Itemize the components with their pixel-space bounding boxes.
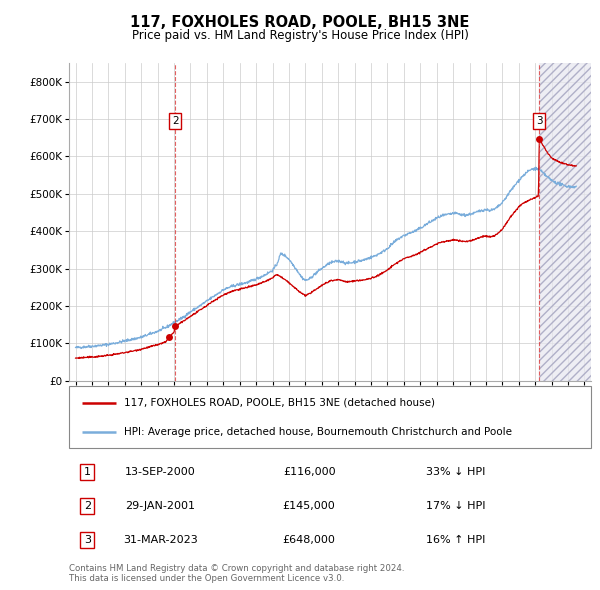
Text: HPI: Average price, detached house, Bournemouth Christchurch and Poole: HPI: Average price, detached house, Bour… xyxy=(124,427,512,437)
Text: 29-JAN-2001: 29-JAN-2001 xyxy=(125,501,196,511)
Text: 33% ↓ HPI: 33% ↓ HPI xyxy=(425,467,485,477)
Text: 2: 2 xyxy=(172,116,179,126)
Text: Price paid vs. HM Land Registry's House Price Index (HPI): Price paid vs. HM Land Registry's House … xyxy=(131,30,469,42)
Text: 13-SEP-2000: 13-SEP-2000 xyxy=(125,467,196,477)
Text: 1: 1 xyxy=(84,467,91,477)
Text: 117, FOXHOLES ROAD, POOLE, BH15 3NE: 117, FOXHOLES ROAD, POOLE, BH15 3NE xyxy=(130,15,470,30)
Text: £116,000: £116,000 xyxy=(283,467,335,477)
Bar xyxy=(539,63,591,381)
Text: £145,000: £145,000 xyxy=(283,501,335,511)
Text: 117, FOXHOLES ROAD, POOLE, BH15 3NE (detached house): 117, FOXHOLES ROAD, POOLE, BH15 3NE (det… xyxy=(124,398,435,408)
Bar xyxy=(539,63,591,381)
Text: 3: 3 xyxy=(536,116,542,126)
Text: 3: 3 xyxy=(84,535,91,545)
Text: 2: 2 xyxy=(84,501,91,511)
Text: £648,000: £648,000 xyxy=(283,535,335,545)
Text: 17% ↓ HPI: 17% ↓ HPI xyxy=(425,501,485,511)
Text: Contains HM Land Registry data © Crown copyright and database right 2024.
This d: Contains HM Land Registry data © Crown c… xyxy=(69,563,404,583)
Text: 31-MAR-2023: 31-MAR-2023 xyxy=(123,535,198,545)
Text: 16% ↑ HPI: 16% ↑ HPI xyxy=(425,535,485,545)
